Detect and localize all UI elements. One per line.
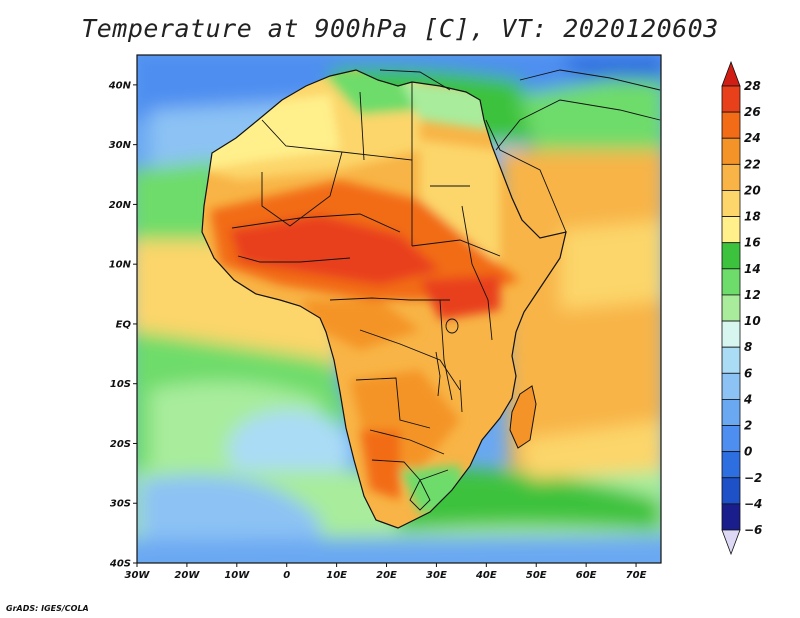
- colorbar-box: [721, 451, 741, 479]
- lon-tick-label: 0: [283, 570, 290, 581]
- lat-tick-label: 10S: [110, 379, 131, 390]
- colorbar-label: 0: [744, 445, 752, 459]
- colorbar-label: 10: [744, 314, 761, 328]
- lat-tick-label: 20N: [109, 200, 132, 211]
- lon-tick-label: 70E: [626, 570, 647, 581]
- lon-tick-label: 50E: [526, 570, 547, 581]
- colorbar-label: 14: [744, 262, 761, 276]
- colorbar-label: 12: [744, 288, 761, 302]
- colorbar-label: 22: [744, 157, 761, 171]
- lon-tick-label: 30W: [125, 570, 151, 581]
- colorbar-box: [721, 372, 741, 400]
- colorbar-box: [721, 137, 741, 165]
- colorbar-box: [721, 268, 741, 296]
- colorbar-box: [721, 503, 741, 531]
- colorbar-label: 6: [744, 366, 752, 380]
- lon-tick-label: 10E: [326, 570, 347, 581]
- colorbar-box: [721, 425, 741, 453]
- lat-tick-label: 20S: [110, 439, 131, 450]
- colorbar-box: [721, 477, 741, 505]
- colorbar-label: −2: [744, 471, 762, 485]
- colorbar-label: 18: [744, 210, 761, 224]
- country-borders: [231, 69, 661, 511]
- credit-label: GrADS: IGES/COLA: [6, 604, 89, 613]
- colorbar-label: 20: [744, 183, 761, 197]
- colorbar-label: 16: [744, 236, 761, 250]
- map-frame: [136, 54, 662, 564]
- colorbar-box: [721, 294, 741, 322]
- colorbar-box: [721, 242, 741, 270]
- colorbar-box: [721, 111, 741, 139]
- colorbar-high-triangle: [721, 60, 741, 87]
- colorbar-label: 28: [744, 79, 761, 93]
- lon-tick-label: 20W: [174, 570, 200, 581]
- lon-tick-label: 60E: [576, 570, 597, 581]
- lat-tick-label: 10N: [109, 260, 132, 271]
- colorbar-label: −6: [744, 523, 762, 537]
- colorbar-label: −4: [744, 497, 762, 511]
- colorbar-label: 8: [744, 340, 752, 354]
- colorbar-label: 2: [744, 419, 752, 433]
- colorbar-label: 4: [743, 392, 752, 406]
- colorbar-box: [721, 216, 741, 244]
- lon-tick-label: 10W: [224, 570, 250, 581]
- lat-tick-label: 40N: [108, 80, 132, 91]
- colorbar-box: [721, 163, 741, 191]
- lon-tick-label: 30E: [426, 570, 447, 581]
- colorbar-label: 26: [744, 105, 761, 119]
- lat-tick-label: 30N: [109, 140, 132, 151]
- colorbar-box: [721, 399, 741, 426]
- map-title: Temperature at 900hPa [C], VT: 202012060…: [81, 14, 719, 43]
- colorbar-box: [721, 190, 741, 217]
- colorbar-box: [721, 85, 741, 113]
- lon-tick-label: 20E: [376, 570, 397, 581]
- colorbar-label: 24: [744, 131, 761, 145]
- lat-tick-label: 40S: [109, 559, 131, 570]
- lat-tick-label: EQ: [116, 319, 132, 330]
- axis-ticks: 30W 20W 10W 0 10E 20E 30E 40E 50E 60E 70E 40N 30N 20N…: [108, 80, 647, 581]
- colorbar-low-triangle: [721, 529, 741, 556]
- colorbar-box: [721, 346, 741, 374]
- lat-tick-label: 30S: [110, 499, 131, 510]
- lon-tick-label: 40E: [475, 570, 497, 581]
- colorbar-box: [721, 320, 741, 348]
- temperature-field: [137, 55, 661, 563]
